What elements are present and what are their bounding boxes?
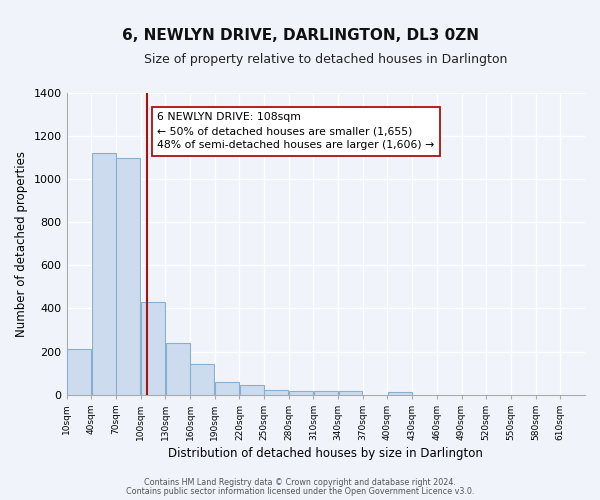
Bar bbox=[265, 390, 289, 394]
Text: Contains public sector information licensed under the Open Government Licence v3: Contains public sector information licen… bbox=[126, 486, 474, 496]
Bar bbox=[190, 364, 214, 394]
Text: Contains HM Land Registry data © Crown copyright and database right 2024.: Contains HM Land Registry data © Crown c… bbox=[144, 478, 456, 487]
Text: 6, NEWLYN DRIVE, DARLINGTON, DL3 0ZN: 6, NEWLYN DRIVE, DARLINGTON, DL3 0ZN bbox=[121, 28, 479, 42]
Bar bbox=[338, 392, 362, 394]
Bar bbox=[92, 154, 116, 394]
Bar bbox=[67, 350, 91, 395]
Title: Size of property relative to detached houses in Darlington: Size of property relative to detached ho… bbox=[144, 52, 508, 66]
Text: 6 NEWLYN DRIVE: 108sqm
← 50% of detached houses are smaller (1,655)
48% of semi-: 6 NEWLYN DRIVE: 108sqm ← 50% of detached… bbox=[157, 112, 434, 150]
X-axis label: Distribution of detached houses by size in Darlington: Distribution of detached houses by size … bbox=[169, 447, 483, 460]
Bar bbox=[215, 382, 239, 394]
Bar bbox=[141, 302, 165, 394]
Bar bbox=[116, 158, 140, 394]
Bar bbox=[166, 343, 190, 394]
Bar bbox=[240, 385, 263, 394]
Bar bbox=[289, 392, 313, 394]
Bar bbox=[314, 392, 338, 394]
Y-axis label: Number of detached properties: Number of detached properties bbox=[15, 151, 28, 337]
Bar bbox=[388, 392, 412, 394]
